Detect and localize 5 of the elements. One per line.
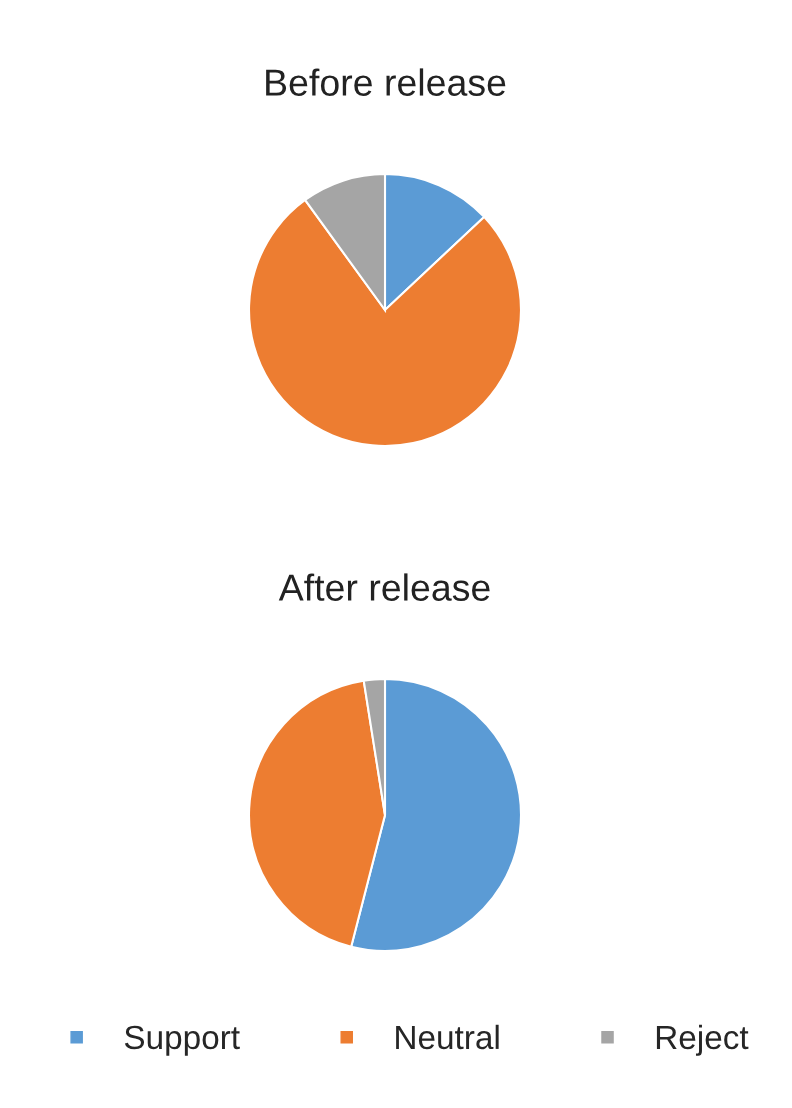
chart-title: Before release — [266, 68, 506, 96]
chart-title: After release — [278, 573, 490, 601]
legend-label: Neutral — [396, 1024, 499, 1050]
legend-label: Support — [124, 1025, 240, 1056]
legend-label: Reject — [656, 1024, 749, 1056]
